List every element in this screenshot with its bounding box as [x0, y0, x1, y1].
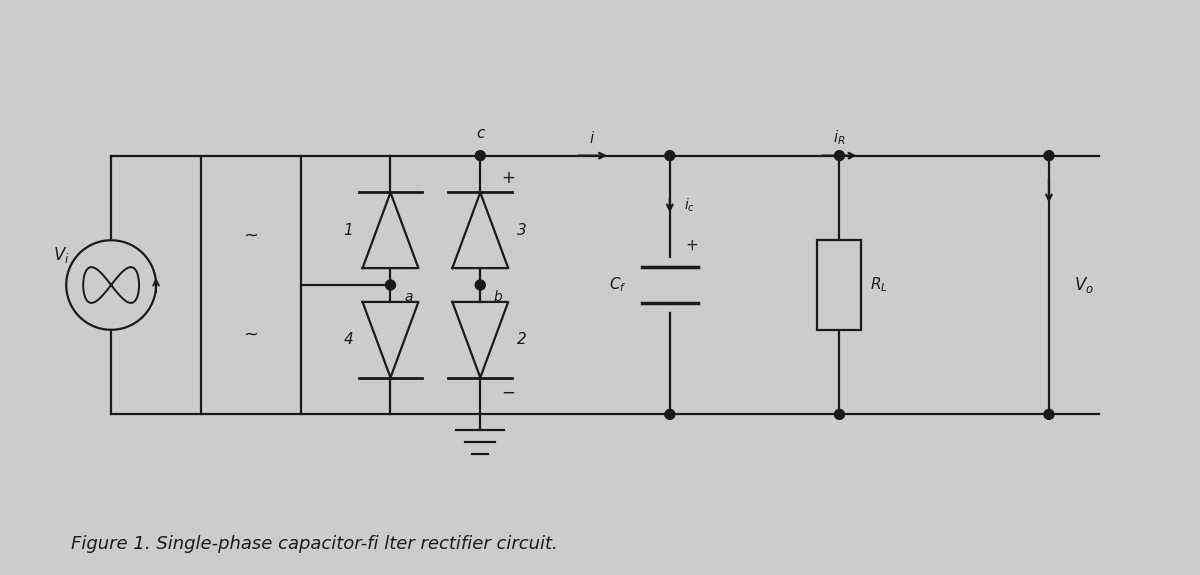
Text: $i_c$: $i_c$ — [684, 197, 695, 214]
Text: $V_o$: $V_o$ — [1074, 275, 1094, 295]
Text: c: c — [476, 126, 485, 141]
Circle shape — [385, 280, 396, 290]
Text: $i_R$: $i_R$ — [833, 128, 846, 147]
Circle shape — [834, 409, 845, 419]
Text: +: + — [685, 237, 698, 252]
Text: $C_f$: $C_f$ — [610, 275, 626, 294]
Text: ~: ~ — [244, 226, 258, 244]
Text: 2: 2 — [517, 332, 527, 347]
Circle shape — [1044, 151, 1054, 160]
Text: $R_L$: $R_L$ — [870, 275, 888, 294]
Circle shape — [834, 151, 845, 160]
Text: Figure 1. Single-phase capacitor-fi lter rectifier circuit.: Figure 1. Single-phase capacitor-fi lter… — [71, 535, 558, 553]
Text: 3: 3 — [517, 223, 527, 238]
Circle shape — [1044, 409, 1054, 419]
Circle shape — [665, 409, 674, 419]
Text: 1: 1 — [343, 223, 354, 238]
Text: 4: 4 — [343, 332, 354, 347]
Text: $V_i$: $V_i$ — [53, 245, 70, 265]
Bar — [200, 156, 301, 415]
Text: a: a — [404, 290, 413, 304]
Text: ~: ~ — [244, 326, 258, 344]
Circle shape — [475, 151, 485, 160]
Text: $i$: $i$ — [589, 130, 595, 145]
Text: b: b — [494, 290, 503, 304]
Bar — [817, 240, 862, 330]
Circle shape — [475, 280, 485, 290]
Circle shape — [665, 151, 674, 160]
Text: −: − — [502, 384, 515, 401]
Text: +: + — [502, 168, 515, 186]
